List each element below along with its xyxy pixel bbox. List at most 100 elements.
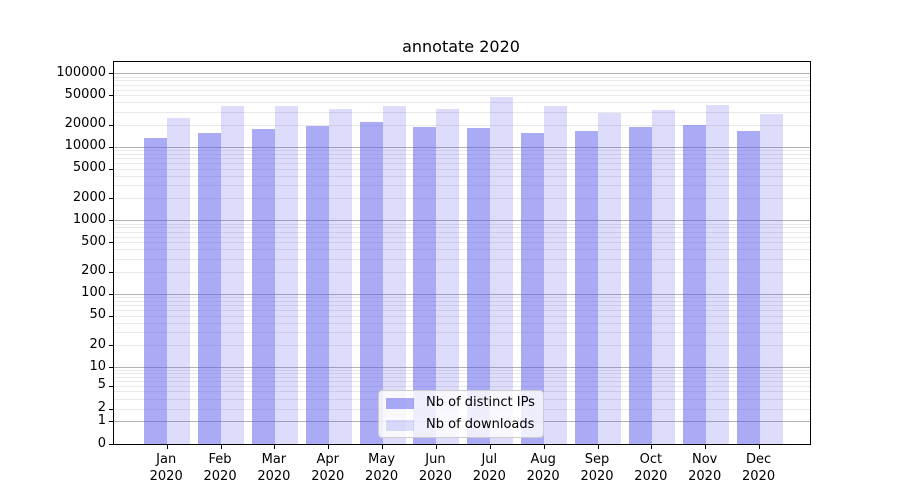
x-tick-label: Sep 2020 (565, 451, 629, 485)
x-tick-label: May 2020 (350, 451, 414, 485)
y-tick-label: 200 (81, 263, 106, 279)
bar-mar-downloads (274, 106, 298, 444)
bar-jun-downloads (436, 109, 460, 444)
x-tick-year: 2020 (149, 469, 183, 484)
gridline (114, 231, 810, 233)
x-tick-year: 2020 (688, 469, 722, 484)
x-tick-year: 2020 (742, 469, 776, 484)
y-tick-label: 50000 (64, 86, 106, 102)
y-tick-mark (109, 146, 113, 148)
y-tick-label: 1000 (72, 211, 106, 227)
x-tick-label: Dec 2020 (727, 451, 791, 485)
gridline (114, 223, 810, 225)
gridline (114, 84, 810, 86)
x-tick-month: Jun (425, 452, 446, 467)
legend-label-downloads: Nb of downloads (426, 417, 535, 432)
chart-title: annotate 2020 (402, 37, 520, 56)
x-tick-label: Oct 2020 (619, 451, 683, 485)
x-tick-month: Jul (481, 452, 498, 467)
x-tick-month: Nov (692, 452, 718, 467)
bar-sep-distinct-ips (575, 130, 598, 444)
gridline (114, 185, 810, 187)
x-tick-mark (166, 445, 168, 449)
bar-jun-distinct-ips (413, 126, 437, 444)
gridline (114, 376, 810, 378)
y-tick-label: 100000 (56, 64, 106, 80)
bar-mar-distinct-ips (251, 128, 275, 444)
gridline (114, 249, 810, 251)
bar-jan-distinct-ips (144, 138, 168, 444)
x-tick-label: Apr 2020 (296, 451, 360, 485)
x-tick-mark (543, 445, 545, 449)
gridline (114, 236, 810, 238)
y-tick-mark (109, 242, 113, 244)
gridline (114, 175, 810, 177)
x-tick-month: Aug (530, 452, 556, 467)
x-tick-mark (220, 445, 222, 449)
x-tick-mark (759, 445, 761, 449)
x-tick-mark (328, 445, 330, 449)
x-tick-year: 2020 (311, 469, 345, 484)
x-tick-year: 2020 (472, 469, 506, 484)
gridline (114, 95, 810, 97)
gridline (114, 370, 810, 372)
bar-feb-distinct-ips (198, 133, 222, 444)
y-tick-mark (109, 271, 113, 273)
bar-aug-downloads (544, 105, 568, 444)
y-tick-label: 5 (97, 377, 106, 393)
bar-jul-distinct-ips (467, 127, 491, 444)
legend-label-distinct-ips: Nb of distinct IPs (426, 395, 535, 410)
y-tick-label: 20 (89, 336, 106, 352)
gridline (114, 258, 810, 260)
gridline (114, 293, 810, 295)
x-tick-month: Sep (584, 452, 610, 467)
y-tick-label: 500 (81, 233, 106, 249)
bar-dec-downloads (759, 114, 783, 444)
y-tick-label: 100 (81, 285, 106, 301)
legend-swatch-downloads (386, 419, 414, 431)
gridline (114, 158, 810, 160)
bar-oct-downloads (651, 110, 675, 444)
x-tick-mark (651, 445, 653, 449)
x-tick-label: Mar 2020 (242, 451, 306, 485)
legend-entry-downloads: Nb of downloads (379, 416, 543, 435)
x-tick-mark (382, 445, 384, 449)
legend: Nb of distinct IPs Nb of downloads (378, 390, 544, 438)
legend-swatch-distinct-ips (386, 397, 414, 409)
bar-may-downloads (382, 106, 406, 444)
gridline (114, 124, 810, 126)
y-tick-mark (109, 73, 113, 75)
bar-oct-distinct-ips (628, 126, 652, 444)
y-tick-mark (109, 168, 113, 170)
gridline (114, 153, 810, 155)
x-tick-month: Feb (208, 452, 232, 467)
x-tick-year: 2020 (365, 469, 399, 484)
y-tick-mark (109, 367, 113, 369)
bar-jan-downloads (167, 117, 191, 444)
plot-area (109, 61, 811, 449)
gridline (114, 322, 810, 324)
bar-nov-distinct-ips (682, 125, 706, 444)
x-tick-month: Oct (639, 452, 663, 467)
gridline (114, 146, 810, 148)
bar-nov-downloads (705, 105, 729, 444)
y-tick-mark (109, 124, 113, 126)
x-tick-year: 2020 (580, 469, 614, 484)
x-tick-mark (597, 445, 599, 449)
y-tick-mark (109, 198, 113, 200)
gridline (114, 345, 810, 347)
gridline (114, 198, 810, 200)
gridline (114, 300, 810, 302)
gridline (114, 242, 810, 244)
x-tick-label: Aug 2020 (511, 451, 575, 485)
y-tick-label: 20000 (64, 116, 106, 132)
y-tick-mark (109, 293, 113, 295)
x-tick-year: 2020 (634, 469, 668, 484)
y-tick-mark (109, 444, 113, 445)
y-tick-mark (109, 95, 113, 97)
x-tick-label: Jul 2020 (457, 451, 521, 485)
gridline (114, 385, 810, 387)
x-tick-year: 2020 (526, 469, 560, 484)
x-tick-label: Jun 2020 (403, 451, 467, 485)
